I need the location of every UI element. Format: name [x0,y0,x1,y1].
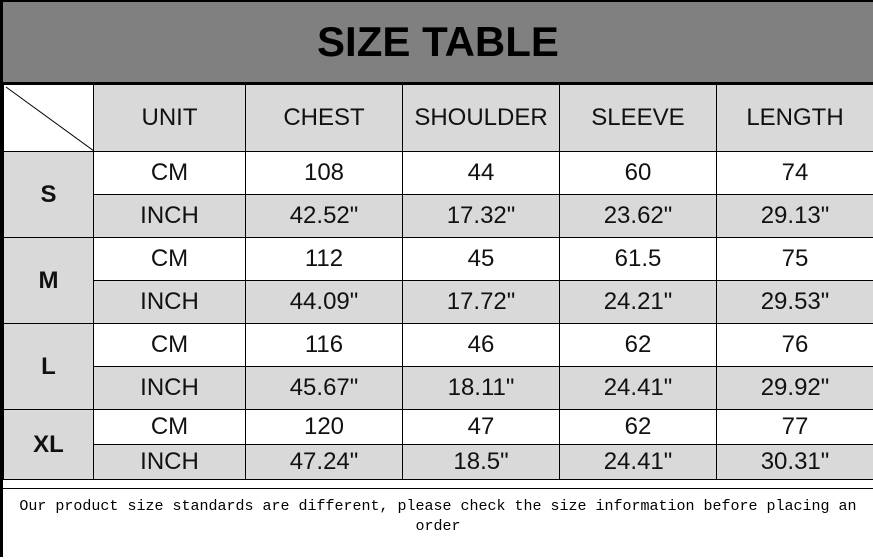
value-cell-sleeve: 24.41" [560,445,717,480]
size-label: S [4,152,94,238]
value-cell-chest: 47.24" [246,445,403,480]
value-cell-chest: 44.09" [246,281,403,324]
unit-cell: INCH [94,367,246,410]
page-title: SIZE TABLE [3,2,873,84]
value-cell-length: 29.53" [717,281,873,324]
value-cell-chest: 45.67" [246,367,403,410]
header-length: LENGTH [717,85,873,152]
value-cell-length: 75 [717,238,873,281]
value-cell-length: 29.13" [717,195,873,238]
unit-cell: INCH [94,445,246,480]
size-label: XL [4,410,94,480]
value-cell-shoulder: 18.11" [403,367,560,410]
value-cell-chest: 108 [246,152,403,195]
unit-cell: CM [94,410,246,445]
header-unit: UNIT [94,85,246,152]
value-cell-length: 74 [717,152,873,195]
value-cell-shoulder: 17.72" [403,281,560,324]
value-cell-sleeve: 62 [560,324,717,367]
value-cell-chest: 112 [246,238,403,281]
value-cell-shoulder: 44 [403,152,560,195]
header-sleeve: SLEEVE [560,85,717,152]
value-cell-length: 29.92" [717,367,873,410]
footer-note: Our product size standards are different… [3,488,873,559]
value-cell-chest: 120 [246,410,403,445]
value-cell-shoulder: 18.5" [403,445,560,480]
value-cell-shoulder: 17.32" [403,195,560,238]
header-row: UNIT CHEST SHOULDER SLEEVE LENGTH [4,85,873,152]
value-cell-shoulder: 47 [403,410,560,445]
value-cell-sleeve: 60 [560,152,717,195]
value-cell-length: 30.31" [717,445,873,480]
unit-cell: INCH [94,281,246,324]
unit-cell: CM [94,324,246,367]
value-cell-shoulder: 45 [403,238,560,281]
header-chest: CHEST [246,85,403,152]
value-cell-sleeve: 61.5 [560,238,717,281]
value-cell-sleeve: 62 [560,410,717,445]
value-cell-sleeve: 24.21" [560,281,717,324]
header-shoulder: SHOULDER [403,85,560,152]
diagonal-corner-cell [4,85,94,152]
unit-cell: CM [94,152,246,195]
value-cell-length: 76 [717,324,873,367]
unit-cell: INCH [94,195,246,238]
unit-cell: CM [94,238,246,281]
value-cell-shoulder: 46 [403,324,560,367]
size-label: M [4,238,94,324]
value-cell-sleeve: 23.62" [560,195,717,238]
size-label: L [4,324,94,410]
value-cell-chest: 42.52" [246,195,403,238]
value-cell-chest: 116 [246,324,403,367]
value-cell-sleeve: 24.41" [560,367,717,410]
value-cell-length: 77 [717,410,873,445]
